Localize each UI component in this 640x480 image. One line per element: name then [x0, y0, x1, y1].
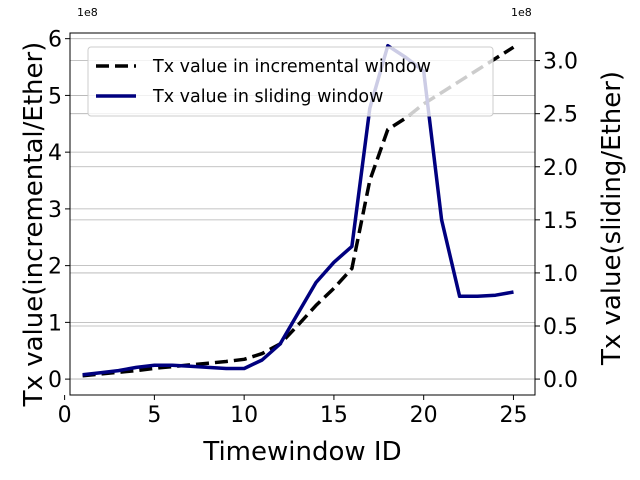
x-axis-label: Timewindow ID	[202, 437, 401, 467]
right-tick-label-4: 2.0	[543, 156, 578, 181]
left-tick-label-3: 3	[48, 198, 62, 223]
x-tick-label-0: 0	[58, 403, 72, 428]
left-tick-label-6: 6	[48, 28, 62, 53]
right-y-axis-label: Tx value(sliding/Ether)	[597, 71, 627, 366]
left-tick-label-2: 2	[48, 255, 62, 280]
x-tick-label-4: 20	[410, 403, 438, 428]
axis-ticks: 0 1 2 3 4 5 6 0.0 0.5 1.0 1.5 2.0 2.5 3.0 0 5 10 15 20 25	[48, 28, 578, 428]
right-axis-multiplier: 1e8	[511, 6, 532, 19]
legend: Tx value in incremental window Tx value …	[87, 46, 494, 117]
left-tick-label-1: 1	[48, 311, 62, 336]
left-axis-multiplier: 1e8	[77, 6, 98, 19]
right-tick-label-2: 1.0	[543, 262, 578, 287]
left-tick-label-4: 4	[48, 141, 62, 166]
right-tick-label-5: 2.5	[543, 103, 578, 128]
left-tick-label-5: 5	[48, 84, 62, 109]
right-tick-label-3: 1.5	[543, 209, 578, 234]
left-tick-label-0: 0	[48, 368, 62, 393]
legend-label-sliding: Tx value in sliding window	[152, 87, 383, 107]
right-tick-label-0: 0.0	[543, 368, 578, 393]
x-tick-label-1: 5	[147, 403, 161, 428]
plot-frame	[69, 32, 536, 396]
left-y-axis-label: Tx value(incremental/Ether)	[19, 42, 49, 408]
series-line-sliding	[82, 43, 514, 377]
x-tick-label-5: 25	[499, 403, 527, 428]
legend-box	[87, 46, 494, 117]
right-tick-label-6: 3.0	[543, 50, 578, 75]
right-tick-label-1: 0.5	[543, 315, 578, 340]
x-tick-label-3: 15	[320, 403, 348, 428]
x-tick-label-2: 10	[230, 403, 258, 428]
legend-label-incremental: Tx value in incremental window	[152, 57, 431, 77]
